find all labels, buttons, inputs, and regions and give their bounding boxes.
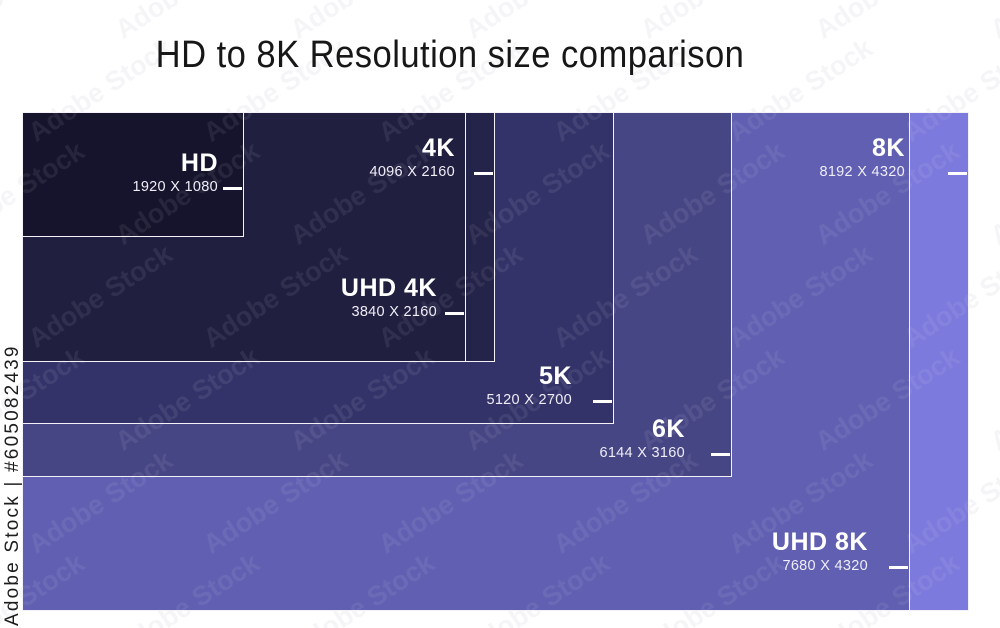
resolution-value: 3840 X 2160 — [351, 304, 437, 320]
resolution-label-4k: 4K 4096 X 2160 — [369, 135, 455, 181]
label-tick-dash-5k — [593, 400, 612, 403]
resolution-value: 5120 X 2700 — [486, 392, 572, 408]
resolution-value: 6144 X 3160 — [599, 445, 685, 461]
resolution-name: UHD 4K — [340, 274, 437, 302]
label-tick-dash-uhd-8k — [889, 566, 908, 569]
watermark-tile: Adobe Stock — [984, 548, 1000, 628]
resolution-name: 4K — [422, 134, 455, 162]
resolution-label-hd: HD 1920 X 1080 — [132, 150, 218, 196]
resolution-name: 8K — [872, 134, 905, 162]
label-tick-dash-8k — [948, 172, 967, 175]
resolution-label-6k: 6K 6144 X 3160 — [599, 416, 685, 462]
resolution-label-8k: 8K 8192 X 4320 — [819, 135, 905, 181]
watermark-tile: Adobe Stock — [984, 136, 1000, 251]
resolution-value: 7680 X 4320 — [782, 558, 868, 574]
resolution-label-uhd-4k: UHD 4K 3840 X 2160 — [341, 275, 437, 321]
label-tick-dash-6k — [711, 453, 730, 456]
resolution-name: HD — [180, 149, 218, 177]
watermark-tile: Adobe Stock — [985, 0, 1000, 45]
chart-title: HD to 8K Resolution size comparison — [155, 34, 745, 76]
resolution-value: 1920 X 1080 — [132, 179, 218, 195]
resolution-name: 5K — [539, 362, 572, 390]
resolution-label-uhd-8k: UHD 8K 7680 X 4320 — [772, 529, 868, 575]
watermark-sidebar-text: Adobe Stock | #605082439 — [2, 344, 23, 626]
label-tick-dash-uhd-4k — [445, 312, 464, 315]
watermark-tile: Adobe Stock — [984, 342, 1000, 457]
label-tick-dash-hd — [223, 187, 242, 190]
resolution-label-5k: 5K 5120 X 2700 — [486, 363, 572, 409]
resolution-value: 8192 X 4320 — [819, 164, 905, 180]
resolution-name: 6K — [652, 415, 685, 443]
resolution-rect-hd — [22, 112, 244, 237]
resolution-value: 4096 X 2160 — [369, 164, 455, 180]
label-tick-dash-4k — [474, 172, 493, 175]
resolution-name: UHD 8K — [771, 528, 868, 556]
